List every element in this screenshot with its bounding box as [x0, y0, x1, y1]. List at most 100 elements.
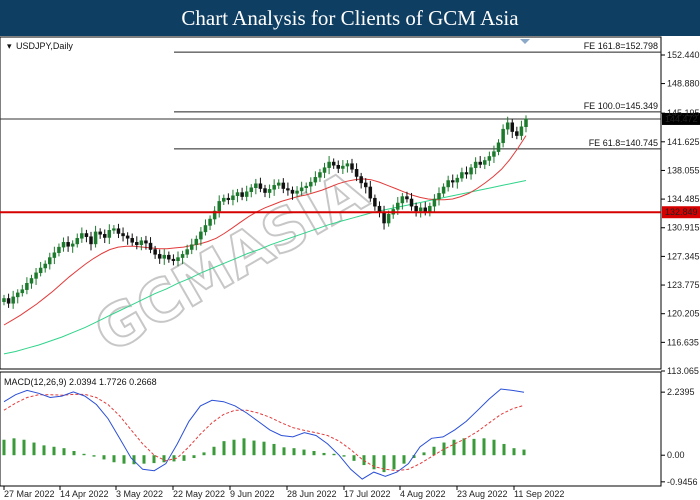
- candle-body: [180, 254, 185, 258]
- time-axis: 27 Mar 2022 14 Apr 2022 3 May 2022 22 May 2…: [3, 486, 564, 499]
- macd-histogram-bar: [442, 442, 446, 456]
- candle-body: [20, 289, 25, 294]
- macd-histogram-bar: [382, 455, 386, 473]
- candle-body: [336, 165, 341, 169]
- macd-histogram-bar: [452, 439, 456, 456]
- fibonacci-label: FE 161.8=152.798: [584, 41, 658, 51]
- candle-body: [43, 263, 47, 269]
- support-price-box: [662, 206, 700, 219]
- macd-histogram-bar: [92, 455, 96, 457]
- candle-body: [464, 172, 469, 175]
- candle-body: [304, 185, 308, 188]
- candle-body: [473, 161, 478, 168]
- candle-body: [331, 161, 336, 166]
- macd-tick-label: 2.2395: [667, 387, 695, 397]
- macd-histogram-bar: [432, 446, 436, 456]
- candle-body: [48, 257, 52, 265]
- macd-histogram-bar: [502, 443, 506, 456]
- price-tick-label: 138.055: [667, 165, 700, 175]
- candle-body: [84, 233, 89, 237]
- macd-histogram-bar: [512, 448, 516, 456]
- macd-signal-line: [3, 393, 525, 472]
- candle-body: [450, 180, 455, 183]
- candle-body: [135, 242, 139, 245]
- candle-body: [318, 172, 322, 178]
- chart-banner-title: Chart Analysis for Clients of GCM Asia: [0, 0, 700, 36]
- candle-body: [116, 228, 121, 234]
- candle-body: [139, 240, 144, 245]
- candle-body: [276, 182, 281, 186]
- price-tick-label: 134.485: [667, 194, 700, 204]
- candle-body: [6, 298, 11, 304]
- macd-histogram-bar: [212, 446, 216, 456]
- time-tick-label: 14 Apr 2022: [60, 489, 109, 499]
- candle-body: [153, 249, 157, 255]
- support-line: 132.849: [0, 206, 700, 219]
- candle-body: [363, 182, 368, 188]
- candle-body: [52, 252, 57, 258]
- macd-histogram-bar: [462, 438, 466, 456]
- candle-body: [373, 197, 377, 207]
- candle-body: [222, 197, 226, 202]
- symbol-dropdown-icon[interactable]: ▾: [7, 41, 12, 51]
- price-tick-label: 113.065: [667, 366, 699, 376]
- candle-body: [167, 254, 171, 260]
- macd-histogram-bar: [392, 455, 396, 470]
- candle-body: [57, 246, 61, 253]
- macd-histogram-bar: [272, 443, 276, 456]
- fibonacci-label: FE 100.0=145.349: [584, 101, 658, 111]
- price-tick-label: 148.880: [667, 79, 700, 89]
- candle-body: [359, 176, 363, 184]
- candle-body: [386, 213, 391, 224]
- macd-histogram-bar: [312, 450, 316, 456]
- time-tick-label: 28 Jun 2022: [287, 489, 337, 499]
- macd-histogram-bar: [262, 441, 266, 456]
- candle-body: [501, 128, 505, 144]
- candle-body: [524, 118, 528, 127]
- candle-body: [272, 185, 276, 190]
- candle-body: [354, 169, 359, 177]
- scroll-marker-icon[interactable]: [520, 39, 530, 44]
- macd-histogram-bar: [162, 455, 166, 463]
- candle-body: [368, 186, 373, 199]
- time-tick-label: 4 Aug 2022: [400, 489, 446, 499]
- candle-body: [409, 198, 414, 207]
- macd-histogram-bar: [112, 455, 116, 463]
- candle-body: [217, 201, 221, 212]
- time-tick-label: 11 Sep 2022: [514, 489, 564, 499]
- macd-histogram-bar: [22, 439, 26, 456]
- candle-body: [478, 161, 482, 165]
- macd-histogram-bar: [372, 455, 376, 470]
- macd-histogram-bar: [202, 452, 206, 456]
- macd-histogram-bar: [192, 455, 196, 459]
- candle-body: [162, 254, 167, 259]
- candle-body: [469, 167, 473, 175]
- candle-body: [93, 231, 98, 245]
- candle-body: [341, 165, 345, 169]
- candle-body: [414, 205, 418, 212]
- price-tick-label: 145.195: [667, 108, 700, 118]
- macd-histogram-bar: [72, 450, 76, 456]
- time-tick-label: 3 May 2022: [116, 489, 163, 499]
- time-tick-label: 17 Jul 2022: [344, 489, 391, 499]
- macd-histogram-bar: [2, 439, 6, 456]
- macd-histogram-bar: [32, 442, 36, 456]
- macd-histogram-bar: [342, 455, 346, 457]
- candle-body: [208, 218, 212, 226]
- macd-histogram-bar: [422, 452, 426, 456]
- candle-body: [235, 192, 240, 197]
- candle-body: [377, 205, 382, 213]
- macd-histogram-bar: [472, 438, 476, 456]
- candle-body: [519, 126, 524, 136]
- candle-body: [405, 196, 409, 200]
- candle-body: [428, 205, 432, 213]
- macd-histogram-bar: [222, 441, 226, 456]
- macd-histogram-bar: [122, 455, 126, 464]
- candle-body: [15, 292, 20, 298]
- candle-body: [226, 197, 231, 201]
- candle-body: [121, 233, 125, 237]
- macd-histogram-bar: [82, 453, 86, 456]
- candle-body: [423, 207, 428, 213]
- fibonacci-label: FE 61.8=140.745: [589, 138, 658, 148]
